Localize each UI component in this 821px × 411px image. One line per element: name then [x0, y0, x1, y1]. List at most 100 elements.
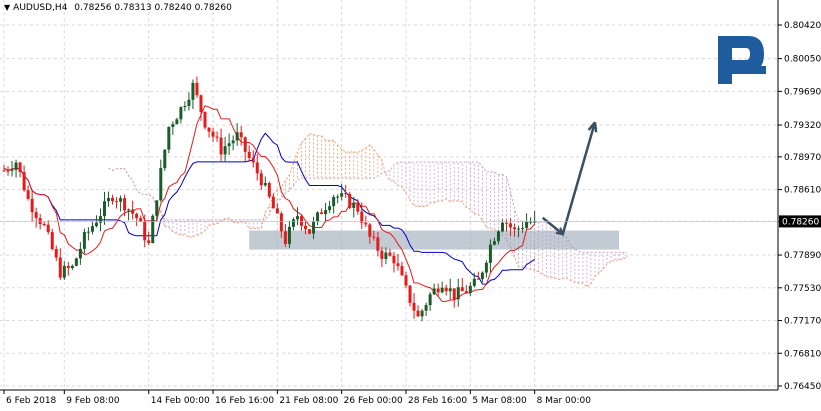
candle-body-83 [336, 196, 340, 198]
candle-body-73 [295, 216, 299, 220]
candle-body-96 [388, 252, 392, 256]
x-tick-label-2: 14 Feb 00:00 [151, 396, 210, 406]
candle-body-112 [452, 288, 456, 300]
candle-body-113 [456, 287, 460, 300]
candle-body-132 [533, 221, 537, 223]
candle-body-5 [22, 172, 26, 191]
candle-body-74 [299, 216, 303, 226]
candle-body-45 [183, 106, 187, 108]
x-tick-label-8: 8 Mar 00:00 [537, 396, 592, 406]
candle-body-128 [517, 228, 521, 230]
candle-body-38 [155, 200, 159, 216]
candle-body-34 [139, 218, 143, 222]
candle-body-48 [195, 82, 199, 96]
candle-body-100 [404, 275, 408, 286]
candle-body-35 [143, 221, 147, 241]
candle-body-110 [444, 287, 448, 292]
candle-body-109 [440, 287, 444, 293]
candle-body-103 [416, 310, 420, 317]
candle-body-43 [175, 119, 179, 125]
candle-body-29 [119, 198, 123, 202]
candle-body-81 [328, 206, 332, 211]
candle-body-51 [207, 127, 211, 132]
candle-body-75 [304, 225, 307, 230]
candle-body-57 [231, 140, 235, 144]
candle-body-68 [275, 208, 279, 214]
candle-body-65 [263, 183, 267, 186]
candle-body-36 [147, 240, 151, 244]
candle-body-92 [372, 236, 376, 238]
candle-body-102 [412, 302, 416, 311]
tenkan-sen-line [3, 105, 536, 302]
candle-body-67 [271, 196, 275, 209]
candle-body-56 [227, 143, 231, 147]
candle-body-119 [480, 272, 484, 280]
candle-body-50 [203, 111, 207, 128]
y-tick-label-5: 0.78610 [784, 186, 821, 196]
high-value: 0.78313 [114, 3, 152, 13]
candle-body-58 [235, 132, 239, 141]
candle-body-107 [432, 288, 436, 295]
dropdown-triangle-icon[interactable]: ▼ [4, 3, 11, 12]
candle-body-63 [255, 162, 259, 174]
candle-body-2 [10, 169, 14, 171]
candle-body-13 [54, 249, 58, 258]
ichimoku-cloud [108, 133, 628, 288]
logo-r-shape [718, 36, 764, 84]
candle-body-9 [38, 218, 42, 225]
candle-body-17 [70, 265, 74, 268]
candle-body-125 [505, 222, 508, 224]
chart-grid [0, 0, 778, 390]
candle-body-89 [360, 211, 364, 223]
candle-body-94 [380, 250, 384, 259]
candle-body-97 [392, 255, 396, 264]
candle-body-90 [364, 222, 368, 225]
candle-body-15 [62, 265, 66, 278]
x-tick-label-1: 9 Feb 08:00 [66, 396, 120, 406]
candle-body-53 [215, 136, 219, 138]
x-tick-label-4: 21 Feb 08:00 [279, 396, 338, 406]
candle-body-44 [179, 107, 183, 120]
candle-body-12 [50, 232, 54, 250]
candle-body-77 [312, 221, 316, 234]
candle-body-49 [199, 95, 203, 112]
candle-body-80 [324, 210, 328, 215]
candle-body-54 [219, 137, 223, 155]
candle-body-28 [115, 201, 119, 203]
candle-body-16 [66, 265, 70, 268]
candle-body-6 [26, 190, 30, 199]
candle-body-130 [525, 221, 529, 228]
candle-body-26 [107, 197, 111, 202]
candle-body-104 [420, 310, 424, 317]
candle-body-78 [316, 212, 320, 222]
candle-body-126 [509, 223, 513, 228]
candle-body-11 [46, 224, 50, 233]
ichimoku-lines [3, 105, 536, 302]
y-tick-label-10: 0.76810 [784, 349, 821, 359]
candle-body-47 [191, 82, 195, 100]
candle-body-59 [239, 132, 243, 138]
candle-body-46 [187, 99, 191, 107]
candle-body-21 [86, 231, 90, 233]
candle-body-60 [243, 137, 247, 152]
forecast-down-arrowhead [555, 227, 564, 236]
candle-body-55 [223, 146, 227, 155]
y-tick-label-11: 0.76450 [784, 382, 821, 392]
x-tick-label-6: 28 Feb 16:00 [408, 396, 467, 406]
candle-body-62 [251, 157, 255, 163]
y-tick-label-8: 0.77530 [784, 284, 821, 294]
candle-body-124 [500, 222, 504, 232]
candle-body-70 [283, 231, 287, 244]
candle-body-98 [396, 263, 400, 267]
candle-body-32 [131, 209, 135, 214]
forecast-arrow [541, 121, 598, 237]
senkou-span-b [108, 161, 628, 253]
candle-body-14 [58, 257, 62, 278]
candle-body-93 [376, 237, 380, 251]
candle-body-118 [476, 278, 480, 280]
candle-body-127 [513, 227, 517, 230]
candle-body-121 [488, 244, 492, 263]
y-tick-label-4: 0.78970 [784, 153, 821, 163]
candle-body-41 [167, 126, 171, 150]
